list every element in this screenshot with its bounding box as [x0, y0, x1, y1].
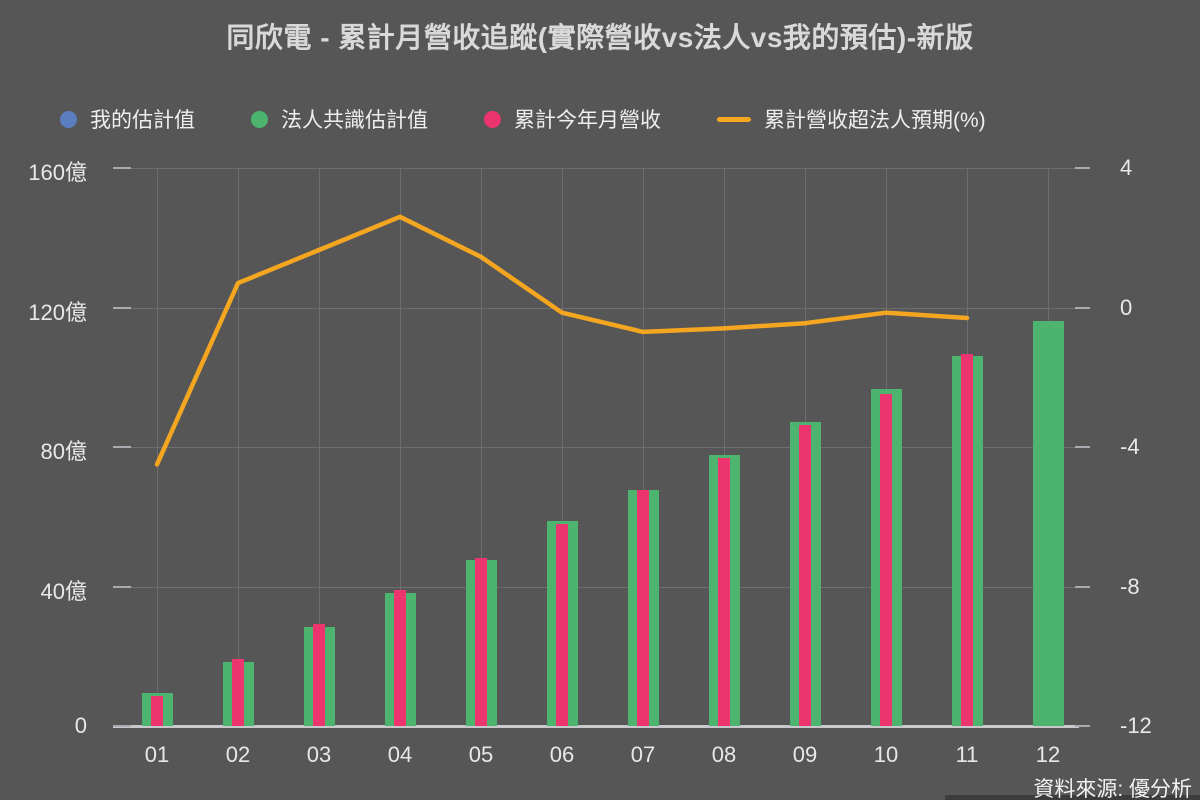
y-grid-line-80	[117, 447, 1075, 448]
x-axis-label-05: 05	[468, 742, 494, 767]
legend-label-2: 累計今年月營收	[514, 109, 661, 132]
left-axis-tick	[113, 306, 131, 309]
x-axis-label-12: 12	[1035, 742, 1061, 767]
actual-bar-10	[880, 393, 892, 726]
legend-label-1: 法人共識估計值	[281, 109, 428, 132]
left-axis-tick	[113, 167, 131, 169]
right-axis-tick-label: -8	[1120, 573, 1140, 599]
left-axis-tick-label: 80億	[40, 439, 87, 464]
actual-bar-02	[232, 659, 244, 726]
x-axis-label-04: 04	[387, 742, 413, 767]
right-axis-tick	[1075, 446, 1090, 448]
actual-bar-11	[961, 353, 973, 726]
x-axis-label-11: 11	[955, 742, 979, 767]
actual-bar-07	[637, 490, 649, 726]
left-axis-tick-label: 40億	[40, 578, 87, 604]
legend-item-2[interactable]: 累計今年月營收	[484, 104, 661, 134]
left-axis-tick-label: 160億	[28, 160, 87, 185]
legend-label-3: 累計營收超法人預期(%)	[764, 109, 986, 132]
legend-dot-icon-1	[251, 110, 268, 128]
legend-dot-icon-2	[484, 110, 501, 128]
actual-bar-01	[151, 696, 163, 726]
legend-item-1[interactable]: 法人共識估計值	[251, 104, 428, 134]
actual-bar-08	[718, 457, 730, 726]
left-axis-tick	[113, 585, 131, 588]
x-axis-label-10: 10	[873, 742, 899, 767]
surprise-line-layer	[154, 214, 970, 467]
x-axis-label-08: 08	[711, 742, 737, 767]
x-axis-label-07: 07	[630, 742, 656, 767]
x-axis-label-01: 01	[144, 742, 170, 767]
legend-line-icon-3	[717, 116, 751, 122]
x-axis-line	[113, 725, 1079, 728]
left-axis-tick	[113, 725, 131, 727]
actual-bar-09	[799, 424, 811, 726]
legend-item-3[interactable]: 累計營收超法人預期(%)	[717, 104, 986, 134]
actual-bar-06	[556, 524, 568, 726]
left-axis-tick-label: 120億	[28, 299, 87, 325]
x-axis-label-06: 06	[549, 742, 575, 767]
right-axis-tick	[1075, 585, 1090, 588]
plot-area: 160億 4 120億 0 80億 -4 40億 -8 0 -12 01 02 03 04 05 06 07 08…	[28, 155, 1152, 767]
right-axis-tick-label: 0	[1120, 294, 1133, 320]
legend-dot-icon-0	[60, 110, 77, 128]
consensus-bar-12	[1032, 321, 1064, 726]
source-note: 資料來源: 優分析	[1033, 778, 1192, 800]
right-axis-tick	[1075, 306, 1090, 309]
bottom-edge-shade	[945, 795, 1200, 800]
legend: 我的估計值 法人共識估計值 累計今年月營收 累計營收超法人預期(%)	[60, 104, 986, 134]
chart-title: 同欣電 - 累計月營收追蹤(實際營收vs法人vs我的預估)-新版	[226, 22, 974, 53]
surprise-line	[154, 214, 970, 467]
left-axis-tick-label: 0	[74, 713, 87, 738]
legend-item-0[interactable]: 我的估計值	[60, 104, 195, 134]
actual-bar-03	[313, 624, 325, 726]
x-axis-label-02: 02	[225, 742, 251, 767]
actual-bar-05	[475, 557, 487, 726]
right-axis-tick-label: -12	[1120, 713, 1152, 738]
x-axis-label-09: 09	[792, 742, 818, 767]
y-grid-line-160	[117, 168, 1075, 169]
y-grid-line-120	[117, 307, 1075, 309]
legend-label-0: 我的估計值	[90, 109, 195, 132]
right-axis-tick-label: -4	[1120, 434, 1140, 459]
left-axis-tick	[113, 446, 131, 448]
right-axis-tick	[1075, 725, 1090, 727]
y-grid-line-40	[117, 586, 1075, 588]
actual-bar-04	[394, 589, 406, 726]
right-axis-tick-label: 4	[1120, 155, 1133, 180]
x-axis-label-03: 03	[306, 742, 332, 767]
right-axis-tick	[1075, 167, 1090, 169]
